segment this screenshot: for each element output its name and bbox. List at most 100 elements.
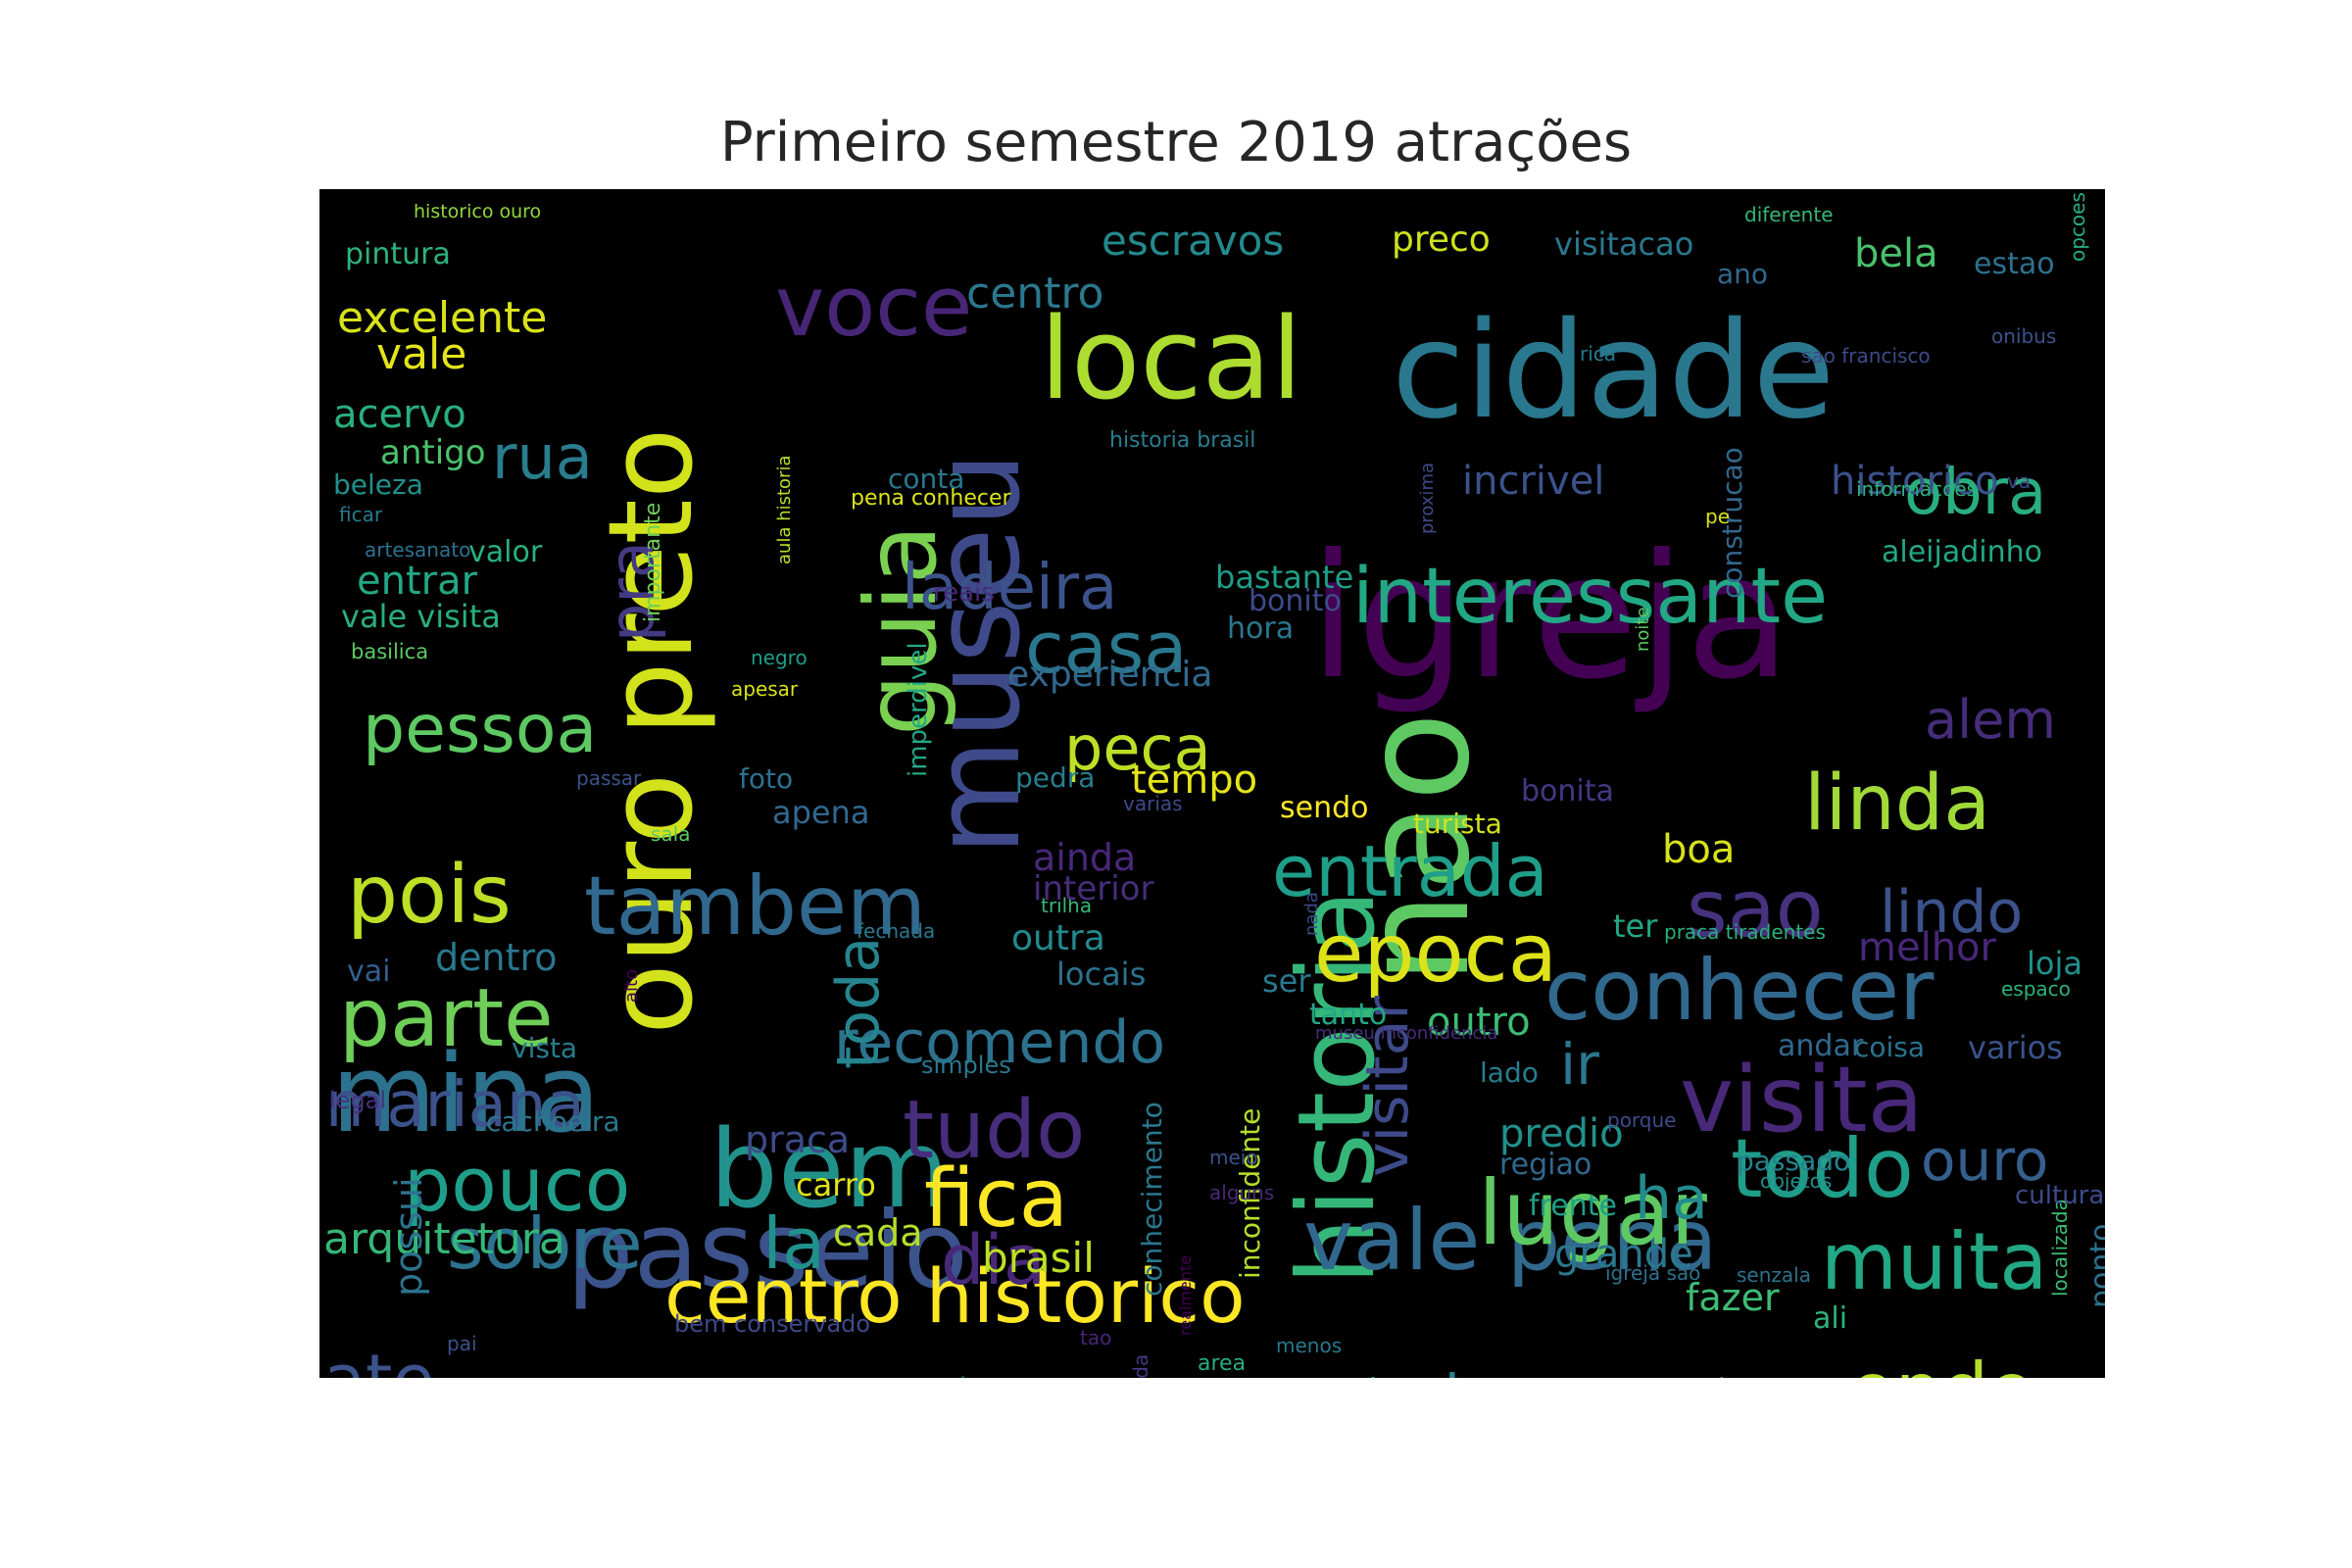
word-passar: passar <box>576 766 642 790</box>
word-excelente: excelente <box>337 293 548 343</box>
word-negro: negro <box>751 646 808 669</box>
word-ano: ano <box>1717 258 1769 290</box>
word-historico-ouro: historico ouro <box>414 201 542 222</box>
word-simples: simples <box>921 1052 1011 1079</box>
word-proxima: proxima <box>1417 462 1438 534</box>
word-importante: importante <box>641 502 665 622</box>
word-interior: interior <box>1033 869 1154 908</box>
word-onde: onde <box>1850 1353 2034 1379</box>
word-objetos: objetos <box>1760 1169 1833 1193</box>
word-casa: casa <box>1025 607 1188 689</box>
word-foto: foto <box>739 762 794 795</box>
word-museu-inconfidencia: museu inconfidencia <box>1315 1023 1498 1044</box>
word-pessoa: pessoa <box>363 691 598 768</box>
word-vai: vai <box>347 955 391 989</box>
word-frente: frente <box>1529 1189 1617 1223</box>
word-super: super <box>986 1377 1102 1379</box>
word-apena: apena <box>772 794 870 831</box>
word-bela: bela <box>1854 231 1938 276</box>
word-legal: legal <box>329 1087 387 1114</box>
word-regiao: regiao <box>1499 1148 1592 1182</box>
word-sala: sala <box>651 822 691 846</box>
word-pena-conhecer: pena conhecer <box>851 486 1011 511</box>
word-arquitetura: arquitetura <box>323 1214 565 1264</box>
word-vista: vista <box>512 1032 578 1064</box>
word-entrada: entrada <box>1272 830 1548 912</box>
word-la: la <box>762 1202 826 1285</box>
word-cachoeira: cachoeira <box>486 1105 620 1138</box>
word-bem-conservado: bem conservado <box>674 1310 871 1338</box>
word-brasil: brasil <box>982 1234 1095 1282</box>
word-voce: voce <box>775 259 973 356</box>
word-reais: reais <box>933 578 995 608</box>
word-igreja-linda: igreja linda <box>1129 1354 1152 1378</box>
word-conhecimento: conhecimento <box>1136 1102 1168 1297</box>
word-locais: locais <box>1056 956 1147 993</box>
word-bem: bem <box>710 1106 950 1232</box>
word-bonito: bonito <box>1249 584 1342 618</box>
word-localizada: localizada <box>2048 1199 2072 1297</box>
word-bom: bom <box>1445 1367 1571 1378</box>
word-pintura: pintura <box>345 237 451 271</box>
word-pai: pai <box>447 1332 477 1355</box>
word-lugar: lugar <box>1478 1162 1707 1265</box>
word-pois: pois <box>347 849 512 942</box>
word-tudo: tudo <box>903 1084 1086 1177</box>
word-antigo: antigo <box>380 433 486 472</box>
word-mina: mina <box>331 1031 601 1156</box>
word-todo: todo <box>1731 1121 1914 1216</box>
word-epoca: epoca <box>1314 907 1558 1001</box>
word-sobre: sobre <box>447 1202 643 1285</box>
word-igreja: igreja <box>1309 518 1791 717</box>
word-visitacao: visitacao <box>1554 225 1694 263</box>
word-entrar: entrar <box>357 559 478 604</box>
word-ir: ir <box>1560 1031 1599 1098</box>
word-noite: noite <box>1633 607 1653 652</box>
word-linda: linda <box>1804 760 1991 848</box>
word-experiencia: experiencia <box>1007 655 1213 695</box>
word-area: area <box>1198 1351 1247 1376</box>
word-praca: praca <box>745 1118 851 1161</box>
word-melhor: melhor <box>1858 925 1996 970</box>
word-ficar: ficar <box>339 503 383 526</box>
word-predio: predio <box>1499 1111 1624 1156</box>
word-parte: parte <box>339 972 554 1065</box>
word-fazer: fazer <box>1686 1276 1780 1319</box>
word-dentro: dentro <box>435 936 558 979</box>
word-cultura: cultura <box>2015 1181 2105 1210</box>
word-lindo: lindo <box>1880 878 2024 947</box>
word-valor: valor <box>468 535 543 569</box>
word-ladeira: ladeira <box>902 552 1118 624</box>
word-passado: passado <box>1737 1145 1851 1177</box>
word-alguns: alguns <box>1209 1181 1275 1204</box>
word-informacoes: informacoes <box>1856 477 1978 501</box>
word-interessante: interessante <box>1352 553 1829 641</box>
word-visita: visita <box>1680 1047 1924 1152</box>
word-sao-francisco: sao francisco <box>1801 344 1931 368</box>
word-ainda: ainda <box>1033 836 1137 879</box>
word-sao: sao <box>1687 863 1824 955</box>
word-rica: rica <box>1580 342 1617 366</box>
word-ja: ja <box>1368 1375 1399 1379</box>
word-menos: menos <box>1276 1334 1343 1357</box>
word-alem: alem <box>1925 689 2056 751</box>
word-realmente: realmente <box>1176 1254 1195 1336</box>
word-aula-historia: aula historia <box>774 455 795 564</box>
word-ser: ser <box>1262 962 1311 1000</box>
word-historia-brasil: historia brasil <box>1109 428 1256 453</box>
word-onibus: onibus <box>1991 324 2057 348</box>
word-alto: alto <box>621 968 642 1003</box>
word-incrivel: incrivel <box>1462 459 1605 504</box>
word-opcoes: opcoes <box>2066 192 2089 262</box>
word-recomendo: recomendo <box>834 1008 1166 1077</box>
word-nada: nada <box>1301 892 1322 936</box>
word-igreja-sao: igreja sao <box>1605 1261 1701 1285</box>
word-ate: ate <box>323 1346 434 1378</box>
word-fechada: fechada <box>857 919 936 943</box>
word-apesar: apesar <box>731 677 799 701</box>
word-ponto: ponto <box>2084 1223 2105 1308</box>
word-va: va <box>2007 469 2032 493</box>
word-ouro: ouro <box>1921 1127 2049 1194</box>
word-boa: boa <box>1662 827 1736 872</box>
word-hora: hora <box>1227 612 1295 646</box>
